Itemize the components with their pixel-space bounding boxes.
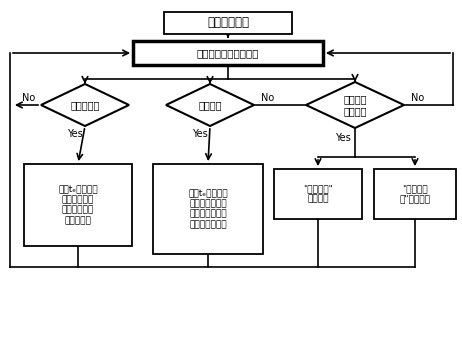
Text: No: No — [22, 93, 36, 103]
Text: 接收、分配开关量信息: 接收、分配开关量信息 — [197, 48, 259, 58]
Text: 断路器失灵: 断路器失灵 — [70, 100, 100, 110]
Text: 延时tₑ范围内持
续满足，则跳
该断路器相邻
所有断路器: 延时tₑ范围内持 续满足，则跳 该断路器相邻 所有断路器 — [58, 185, 98, 225]
Polygon shape — [166, 84, 254, 126]
Text: No: No — [261, 93, 274, 103]
FancyBboxPatch shape — [374, 169, 456, 219]
Text: 死区故障: 死区故障 — [198, 100, 222, 110]
Text: 站域后备保护: 站域后备保护 — [207, 16, 249, 30]
Text: "母线故障"
判断模块: "母线故障" 判断模块 — [303, 184, 333, 204]
Polygon shape — [41, 84, 129, 126]
FancyBboxPatch shape — [164, 12, 292, 34]
Text: Yes: Yes — [335, 133, 351, 143]
FancyBboxPatch shape — [274, 169, 362, 219]
Text: 故障识别
启动条件: 故障识别 启动条件 — [343, 94, 367, 116]
Text: Yes: Yes — [67, 129, 83, 139]
Text: "变压器故
障"判断模块: "变压器故 障"判断模块 — [400, 184, 431, 204]
Polygon shape — [306, 82, 404, 128]
FancyBboxPatch shape — [133, 41, 323, 65]
Text: 延时tₑ范围内持
续满足，则跳开
正方向阻抗元件
启动侧的断路器: 延时tₑ范围内持 续满足，则跳开 正方向阻抗元件 启动侧的断路器 — [188, 189, 228, 229]
FancyBboxPatch shape — [24, 164, 132, 246]
FancyBboxPatch shape — [153, 164, 263, 254]
Text: No: No — [411, 93, 425, 103]
Text: Yes: Yes — [192, 129, 208, 139]
